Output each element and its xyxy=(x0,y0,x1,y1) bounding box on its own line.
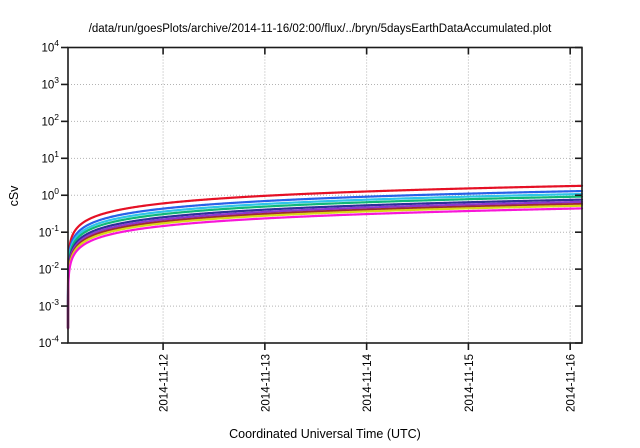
y-tick-label: 103 xyxy=(41,75,59,92)
y-tick-label: 10-4 xyxy=(39,334,60,351)
series-line-maroon xyxy=(66,202,584,330)
series-line-green xyxy=(66,195,584,330)
y-tick-label: 10-2 xyxy=(39,260,60,277)
series-line-red xyxy=(66,184,584,330)
x-axis-label: Coordinated Universal Time (UTC) xyxy=(229,427,421,441)
y-tick-label: 104 xyxy=(41,38,59,55)
series-line-purple xyxy=(66,200,584,330)
x-tick-label: 2014-11-12 xyxy=(159,354,171,412)
y-tick-label: 10-3 xyxy=(39,297,60,314)
plot-title: /data/run/goesPlots/archive/2014-11-16/0… xyxy=(88,23,552,35)
x-tick-label: 2014-11-15 xyxy=(464,354,476,412)
y-tick-label: 10-1 xyxy=(39,223,60,240)
y-tick-label: 102 xyxy=(41,112,59,129)
x-tick-label: 2014-11-13 xyxy=(260,354,272,412)
y-tick-label: 100 xyxy=(41,186,59,203)
x-tick-label: 2014-11-16 xyxy=(566,354,578,412)
x-tick-label: 2014-11-14 xyxy=(362,353,374,412)
series-line-yellow xyxy=(66,204,584,330)
series-line-navy xyxy=(66,198,584,330)
y-axis-label: cSv xyxy=(7,185,21,207)
series-line-blue xyxy=(66,189,584,330)
y-tick-label: 101 xyxy=(41,149,59,166)
series-line-cyan xyxy=(66,192,584,330)
series-line-magenta xyxy=(66,207,584,330)
